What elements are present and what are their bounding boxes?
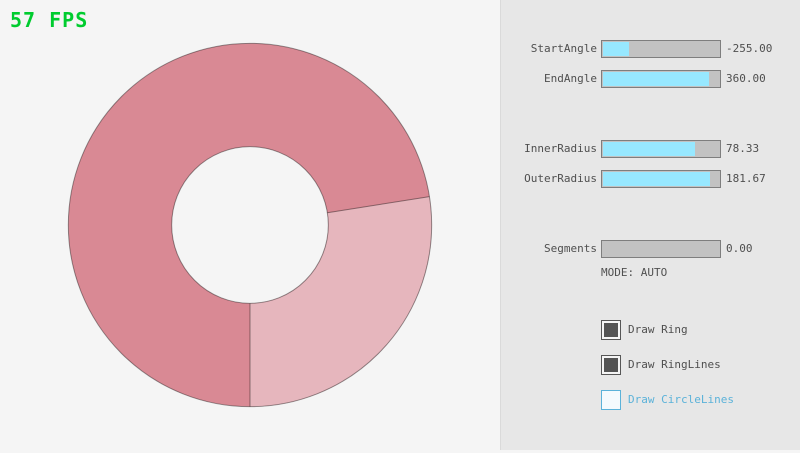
- startangle-slider[interactable]: [601, 40, 721, 58]
- draw-ring-checkbox[interactable]: [601, 320, 621, 340]
- ring-outline-inner: [171, 146, 329, 304]
- segments-label: Segments: [544, 242, 597, 255]
- innerradius-label: InnerRadius: [524, 142, 597, 155]
- settings-panel: StartAngle -255.00 EndAngle 360.00 Inner…: [500, 0, 800, 450]
- ring-graphic: [67, 42, 433, 408]
- slider-row-startangle: StartAngle -255.00: [501, 40, 800, 58]
- ring-outline-outer: [67, 42, 433, 408]
- slider-row-segments: Segments 0.00: [501, 240, 800, 258]
- segments-mode-text: MODE: AUTO: [601, 266, 668, 279]
- checkbox-row-draw-ringlines: Draw RingLines: [601, 355, 800, 375]
- endangle-value: 360.00: [726, 72, 766, 85]
- innerradius-value: 78.33: [726, 142, 760, 155]
- slider-row-outerradius: OuterRadius 181.67: [501, 170, 800, 188]
- checkbox-check-icon: [604, 323, 618, 337]
- startangle-label: StartAngle: [530, 42, 597, 55]
- outerradius-label: OuterRadius: [524, 172, 597, 185]
- startangle-value: -255.00: [726, 42, 773, 55]
- draw-circlelines-checkbox[interactable]: [601, 390, 621, 410]
- outerradius-slider[interactable]: [601, 170, 721, 188]
- startangle-slider-fill: [603, 42, 629, 56]
- checkbox-row-draw-circlelines: Draw CircleLines: [601, 390, 800, 410]
- endangle-label: EndAngle: [544, 72, 597, 85]
- endangle-slider-fill: [603, 72, 710, 86]
- slider-row-endangle: EndAngle 360.00: [501, 70, 800, 88]
- fps-counter: 57 FPS: [10, 8, 89, 32]
- draw-ringlines-label: Draw RingLines: [628, 358, 721, 371]
- slider-row-innerradius: InnerRadius 78.33: [501, 140, 800, 158]
- draw-circlelines-label: Draw CircleLines: [628, 393, 734, 406]
- ring-sector-line-start: [327, 196, 430, 214]
- outerradius-slider-fill: [603, 172, 711, 186]
- checkbox-row-draw-ring: Draw Ring: [601, 320, 800, 340]
- endangle-slider[interactable]: [601, 70, 721, 88]
- segments-slider[interactable]: [601, 240, 721, 258]
- draw-ring-label: Draw Ring: [628, 323, 688, 336]
- segments-value: 0.00: [726, 242, 753, 255]
- draw-ringlines-checkbox[interactable]: [601, 355, 621, 375]
- render-canvas: 57 FPS: [10, 8, 433, 408]
- innerradius-slider-fill: [603, 142, 696, 156]
- checkbox-check-icon: [604, 358, 618, 372]
- innerradius-slider[interactable]: [601, 140, 721, 158]
- outerradius-value: 181.67: [726, 172, 766, 185]
- ring-light-sector: [250, 196, 432, 407]
